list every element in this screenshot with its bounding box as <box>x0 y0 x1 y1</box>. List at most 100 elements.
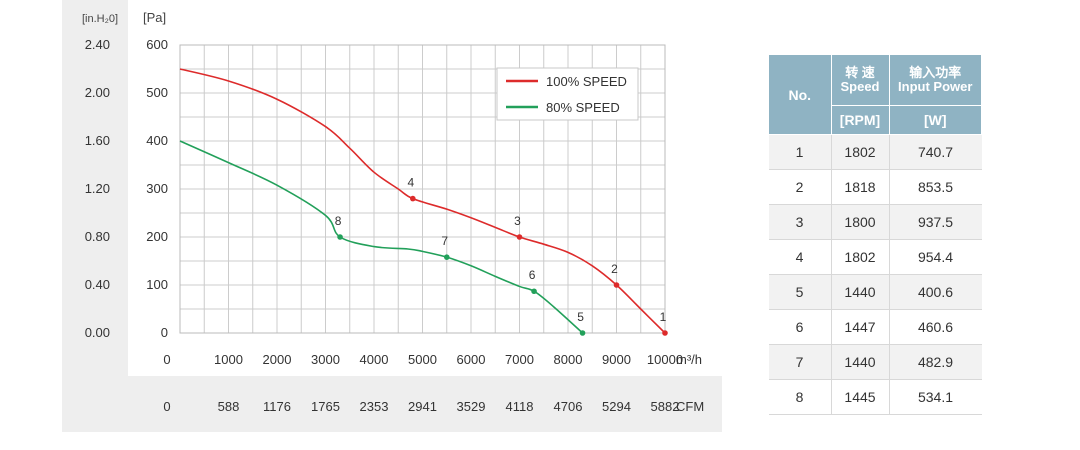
x-tick-label: 6000 <box>457 352 486 367</box>
row-power: 954.4 <box>889 239 982 275</box>
header-speed: 转 速 Speed <box>830 54 890 106</box>
y-tick-label: 200 <box>146 229 168 244</box>
cfm-tick-label: 3529 <box>457 399 486 414</box>
x-tick-label: 4000 <box>360 352 389 367</box>
y-tick-label: 500 <box>146 85 168 100</box>
x-tick-label: 5000 <box>408 352 437 367</box>
cfm-tick-label: 5882 <box>651 399 680 414</box>
plot-frame <box>179 44 666 334</box>
axis-panel-bottom <box>62 376 722 432</box>
y2-tick-label: 0.40 <box>85 277 110 292</box>
cfm-tick-label: 5294 <box>602 399 631 414</box>
chart-canvas: [in.H₂0] [Pa]01002003004005006000.000.400… <box>62 0 722 432</box>
data-point-label: 2 <box>611 262 618 276</box>
legend-label: 100% SPEED <box>546 74 627 89</box>
row-no: 3 <box>768 204 832 240</box>
data-point <box>516 234 523 240</box>
legend-box <box>496 67 639 121</box>
x-tick-label: 2000 <box>263 352 292 367</box>
row-power: 460.6 <box>889 309 982 345</box>
data-point <box>579 330 586 336</box>
header-speed-cn: 转 速 <box>845 65 875 80</box>
data-point-label: 4 <box>407 176 414 190</box>
row-no: 6 <box>768 309 832 345</box>
legend-label: 80% SPEED <box>546 100 620 115</box>
table-row: 6 1447 460.6 <box>768 309 982 345</box>
data-point <box>410 195 416 202</box>
data-point <box>662 330 668 336</box>
data-point-label: 8 <box>335 214 342 228</box>
row-speed: 1818 <box>831 169 890 205</box>
cfm-tick-label: 1765 <box>311 399 340 414</box>
y2-axis-unit: [in.H₂0] <box>82 13 118 25</box>
x-tick-label: 8000 <box>554 352 583 367</box>
row-no: 2 <box>768 169 832 205</box>
axis-panel-left <box>62 0 128 432</box>
row-speed: 1440 <box>831 274 890 310</box>
row-power: 400.6 <box>889 274 982 310</box>
data-point-label: 6 <box>529 268 536 282</box>
cfm-tick-label: 2353 <box>360 399 389 414</box>
header-no: No. <box>768 54 832 135</box>
series-line-speed-80 <box>179 140 584 334</box>
y-tick-label: 400 <box>146 133 168 148</box>
y-tick-label: 100 <box>146 277 168 292</box>
row-speed: 1447 <box>831 309 890 345</box>
row-no: 7 <box>768 344 832 380</box>
header-speed-en: Speed <box>840 79 880 94</box>
cfm-tick-label: 0 <box>163 399 170 414</box>
row-no: 5 <box>768 274 832 310</box>
performance-table: No. 转 速 Speed 输入功率 Input Power [RPM] [W]… <box>768 54 982 415</box>
y-tick-label: 300 <box>146 181 168 196</box>
table-row: 1 1802 740.7 <box>768 134 982 170</box>
cfm-tick-label: 2941 <box>408 399 437 414</box>
table-row: 2 1818 853.5 <box>768 169 982 205</box>
row-power: 534.1 <box>889 379 982 415</box>
x-tick-label: 0 <box>163 352 170 367</box>
data-point <box>443 254 450 260</box>
data-point-label: 7 <box>441 234 448 248</box>
x-tick-label: 10000 <box>647 352 683 367</box>
data-point <box>531 288 537 295</box>
y2-tick-label: 1.20 <box>85 181 110 196</box>
row-speed: 1802 <box>831 239 890 275</box>
cfm-tick-label: 4118 <box>506 399 534 414</box>
table-row: 8 1445 534.1 <box>768 379 982 415</box>
row-no: 4 <box>768 239 832 275</box>
data-point-label: 1 <box>660 310 667 324</box>
data-point <box>337 234 343 240</box>
x-tick-label: 7000 <box>505 352 534 367</box>
y-tick-label: 600 <box>146 37 168 52</box>
series-line-speed-100 <box>179 68 666 334</box>
header-speed-unit: [RPM] <box>830 105 890 135</box>
cfm-tick-label: 1176 <box>263 399 291 414</box>
table-row: 7 1440 482.9 <box>768 344 982 380</box>
data-point-label: 5 <box>577 310 584 324</box>
row-no: 1 <box>768 134 832 170</box>
data-point <box>613 282 620 288</box>
row-power: 937.5 <box>889 204 982 240</box>
x-tick-label: 3000 <box>311 352 340 367</box>
header-power: 输入功率 Input Power <box>888 54 982 106</box>
y2-tick-label: 2.00 <box>85 85 110 100</box>
cfm-tick-label: 4706 <box>554 399 583 414</box>
row-power: 853.5 <box>889 169 982 205</box>
row-power: 482.9 <box>889 344 982 380</box>
row-speed: 1440 <box>831 344 890 380</box>
table-row: 3 1800 937.5 <box>768 204 982 240</box>
row-no: 8 <box>768 379 832 415</box>
data-point-label: 3 <box>514 214 521 228</box>
x-tick-label: 1000 <box>214 352 243 367</box>
x-tick-label: 9000 <box>602 352 631 367</box>
y2-tick-label: 2.40 <box>85 37 110 52</box>
table-row: 4 1802 954.4 <box>768 239 982 275</box>
cfm-tick-label: 588 <box>218 399 240 414</box>
cfm-axis-unit: CFM <box>676 399 704 414</box>
table-row: 5 1440 400.6 <box>768 274 982 310</box>
header-power-en: Input Power <box>898 79 973 94</box>
row-speed: 1800 <box>831 204 890 240</box>
row-speed: 1802 <box>831 134 890 170</box>
header-power-unit: [W] <box>888 105 982 135</box>
y2-tick-label: 0.00 <box>85 325 110 340</box>
y2-tick-label: 0.80 <box>85 229 110 244</box>
